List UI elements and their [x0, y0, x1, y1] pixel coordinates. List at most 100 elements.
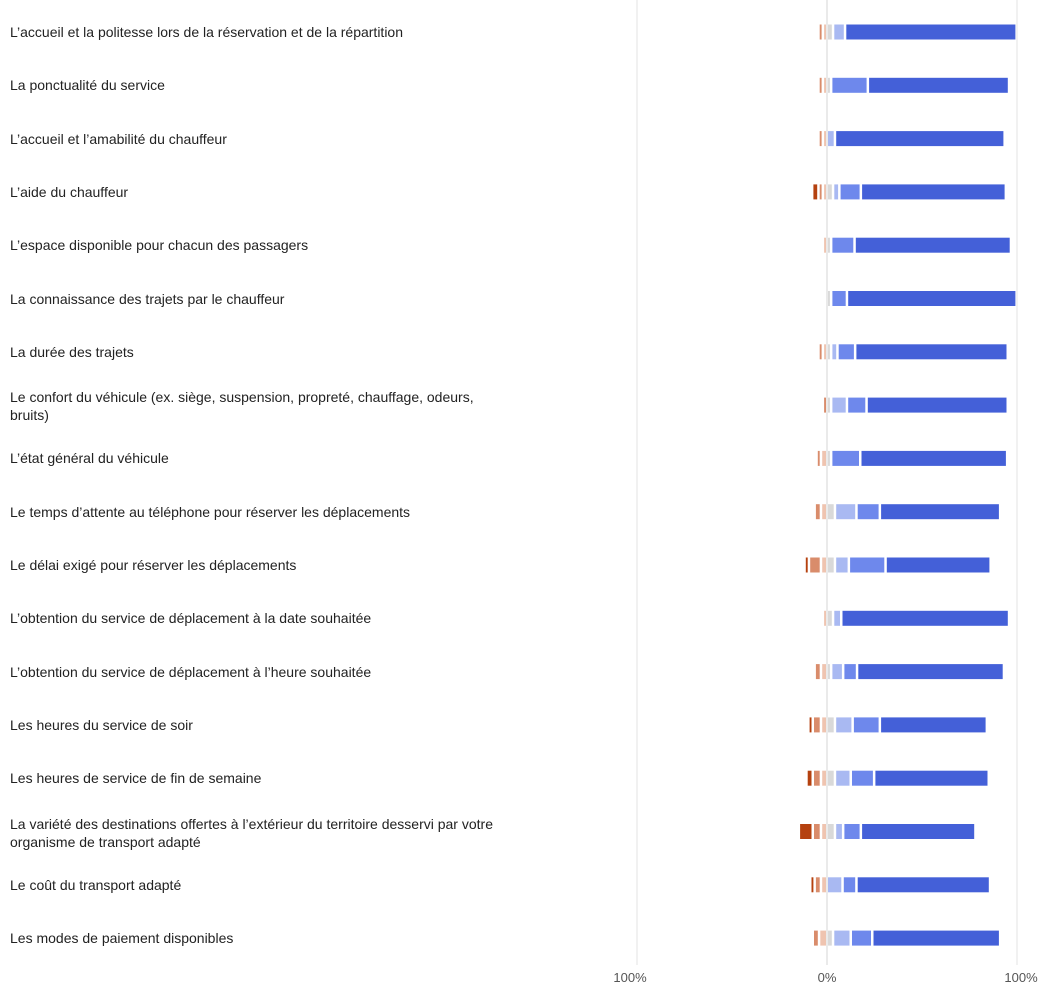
bar-segment — [819, 24, 822, 40]
bar-segment — [862, 824, 975, 839]
bar-segment — [838, 344, 854, 360]
bar-segment — [844, 824, 860, 839]
bar-segment — [809, 717, 812, 733]
bar-segment — [828, 877, 842, 893]
bar-segment — [834, 184, 839, 200]
bar-segment — [861, 450, 1006, 466]
bar-segment — [819, 131, 822, 147]
bar-segment — [848, 397, 866, 413]
bar-segment — [881, 717, 986, 733]
bar-segment — [822, 664, 826, 680]
bar-segment — [824, 610, 826, 626]
bar-segment — [828, 610, 832, 626]
bar-segment — [822, 877, 826, 893]
category-label: La variété des destinations offertes à l… — [10, 815, 493, 850]
bar-segment — [832, 291, 846, 306]
category-label: La ponctualité du service — [10, 77, 165, 94]
bar-segment — [814, 824, 820, 839]
bar-segment — [828, 344, 830, 360]
bar-segment — [857, 504, 879, 520]
bar-segment — [814, 717, 820, 733]
bar-segment — [834, 610, 840, 626]
category-label: L’obtention du service de déplacement à … — [10, 610, 372, 627]
category-label: L’espace disponible pour chacun des pass… — [10, 237, 309, 254]
bar-segment — [800, 824, 812, 839]
bar-segment — [828, 664, 830, 680]
bar-segment — [828, 131, 834, 147]
category-label: L’accueil et la politesse lors de la rés… — [10, 24, 403, 40]
category-label: Le délai exigé pour réserver les déplace… — [10, 557, 297, 573]
category-label: L’état général du véhicule — [10, 450, 169, 467]
bar-segment — [858, 664, 1003, 680]
bar-segment — [836, 504, 856, 520]
bar-segment — [824, 397, 826, 413]
bar-segment — [867, 397, 1007, 413]
bar-segment — [844, 664, 856, 680]
bar-segment — [822, 504, 826, 520]
bar-segment — [873, 930, 999, 946]
bar-segment — [832, 344, 837, 360]
bar-segment — [822, 824, 826, 839]
bar-segment — [886, 557, 990, 573]
bar-segment — [853, 717, 879, 733]
bar-segment — [828, 237, 830, 253]
category-label: Le coût du transport adapté — [10, 876, 182, 893]
bar-segment — [828, 824, 834, 839]
bar-segment — [836, 717, 852, 733]
bar-segment — [824, 77, 826, 93]
bar-segment — [828, 557, 834, 573]
bar-segment — [852, 930, 871, 946]
bar-segment — [834, 24, 844, 40]
bar-segment — [869, 77, 1008, 93]
category-label: La connaissance des trajets par le chauf… — [10, 290, 285, 307]
bar-segment — [857, 877, 989, 893]
bar-segment — [881, 504, 999, 520]
bar-segment — [852, 770, 873, 786]
bar-segment — [836, 824, 842, 839]
bar-segment — [836, 131, 1004, 147]
category-label: Le confort du véhicule (ex. siège, suspe… — [10, 389, 474, 424]
bar-segment — [843, 877, 856, 893]
bar-segment — [807, 770, 812, 786]
category-label: L’accueil et l’amabilité du chauffeur — [10, 130, 227, 147]
bar-segment — [828, 77, 830, 93]
x-tick-right: 100% — [1004, 970, 1038, 985]
bar-segment — [828, 184, 832, 200]
category-label: Les modes de paiement disponibles — [10, 930, 234, 947]
bar-segment — [824, 24, 826, 40]
bar-segment — [828, 397, 830, 413]
category-label: Le temps d’attente au téléphone pour rés… — [10, 503, 411, 520]
category-label: Les heures du service de soir — [10, 716, 193, 733]
bar-segment — [815, 877, 820, 893]
x-tick-zero: 0% — [817, 970, 837, 985]
bar-segment — [832, 664, 842, 680]
x-tick-left: 100% — [613, 970, 647, 985]
bar-segment — [817, 450, 820, 466]
bar-segment — [824, 237, 826, 253]
category-label: L’obtention du service de déplacement à … — [10, 663, 372, 680]
bar-segment — [848, 291, 1016, 306]
bar-segment — [875, 770, 988, 786]
bar-segment — [828, 930, 832, 946]
bar-segment — [832, 237, 854, 253]
bar-segment — [834, 930, 850, 946]
bar-segment — [828, 291, 830, 306]
bar-segment — [832, 77, 867, 93]
bar-segment — [813, 184, 818, 200]
bar-segment — [822, 770, 826, 786]
bar-segment — [842, 610, 1008, 626]
bar-segment — [815, 504, 820, 520]
bar-segment — [814, 930, 818, 946]
bar-segment — [840, 184, 860, 200]
bar-segment — [856, 344, 1007, 360]
bar-segment — [828, 504, 834, 520]
bar-segment — [828, 717, 834, 733]
category-label: Les heures de service de fin de semaine — [10, 770, 262, 787]
bar-segment — [862, 184, 1005, 200]
bar-segment — [822, 557, 826, 573]
bars-group — [800, 24, 1016, 946]
category-label: La durée des trajets — [10, 343, 134, 360]
bar-segment — [836, 557, 848, 573]
bar-segment — [819, 184, 822, 200]
